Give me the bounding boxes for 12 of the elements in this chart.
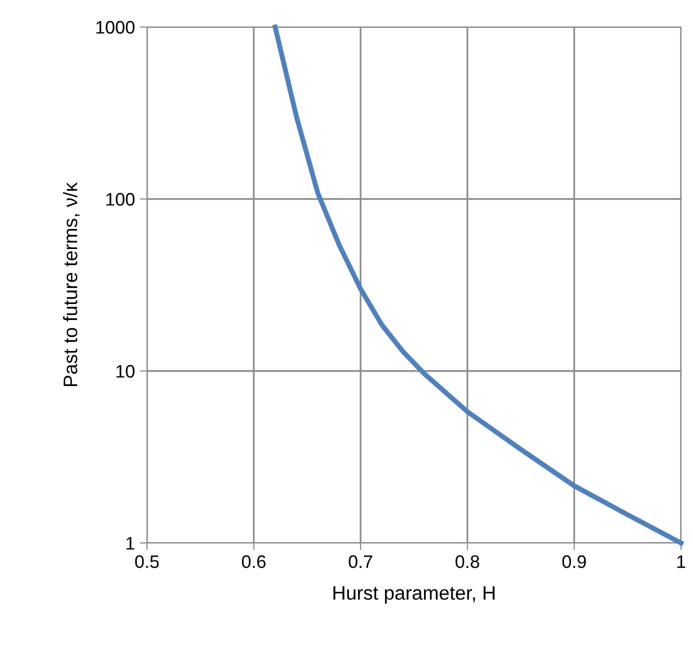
y-tick-label: 100 <box>106 192 134 206</box>
x-tick-label: 0.6 <box>242 555 266 568</box>
x-tick-label: 0.5 <box>135 555 159 568</box>
y-tick-label: 1000 <box>96 20 134 34</box>
x-tick-label: 0.7 <box>348 555 372 568</box>
x-tick-label: 0.9 <box>562 555 586 568</box>
y-axis-title: Past to future terms, ν/κ <box>63 182 80 386</box>
x-axis-title: Hurst parameter, H <box>333 586 495 604</box>
x-tick-label: 1 <box>677 555 686 568</box>
x-tick-label: 0.8 <box>456 555 480 568</box>
y-tick-label: 1 <box>126 537 134 550</box>
y-tick-label: 10 <box>116 364 134 378</box>
